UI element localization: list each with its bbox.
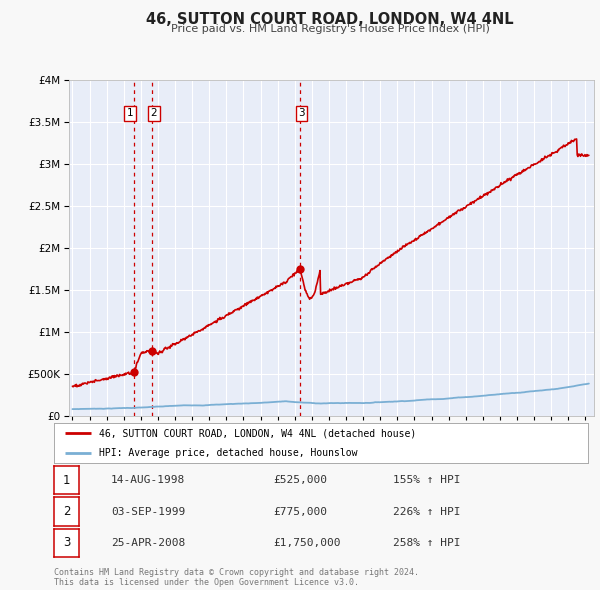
Text: 1: 1	[127, 109, 133, 118]
Text: 258% ↑ HPI: 258% ↑ HPI	[393, 538, 461, 548]
Text: 2: 2	[63, 505, 70, 518]
Text: £525,000: £525,000	[273, 476, 327, 485]
Text: 14-AUG-1998: 14-AUG-1998	[111, 476, 185, 485]
Text: 155% ↑ HPI: 155% ↑ HPI	[393, 476, 461, 485]
Text: HPI: Average price, detached house, Hounslow: HPI: Average price, detached house, Houn…	[100, 448, 358, 458]
Text: 46, SUTTON COURT ROAD, LONDON, W4 4NL: 46, SUTTON COURT ROAD, LONDON, W4 4NL	[146, 12, 514, 27]
Text: Price paid vs. HM Land Registry's House Price Index (HPI): Price paid vs. HM Land Registry's House …	[170, 24, 490, 34]
Text: Contains HM Land Registry data © Crown copyright and database right 2024.
This d: Contains HM Land Registry data © Crown c…	[54, 568, 419, 587]
Text: £775,000: £775,000	[273, 507, 327, 516]
Text: 3: 3	[298, 109, 305, 118]
Text: £1,750,000: £1,750,000	[273, 538, 341, 548]
Text: 226% ↑ HPI: 226% ↑ HPI	[393, 507, 461, 516]
Text: 3: 3	[63, 536, 70, 549]
Text: 2: 2	[151, 109, 157, 118]
Text: 46, SUTTON COURT ROAD, LONDON, W4 4NL (detached house): 46, SUTTON COURT ROAD, LONDON, W4 4NL (d…	[100, 428, 416, 438]
Text: 1: 1	[63, 474, 70, 487]
Text: 03-SEP-1999: 03-SEP-1999	[111, 507, 185, 516]
Text: 25-APR-2008: 25-APR-2008	[111, 538, 185, 548]
